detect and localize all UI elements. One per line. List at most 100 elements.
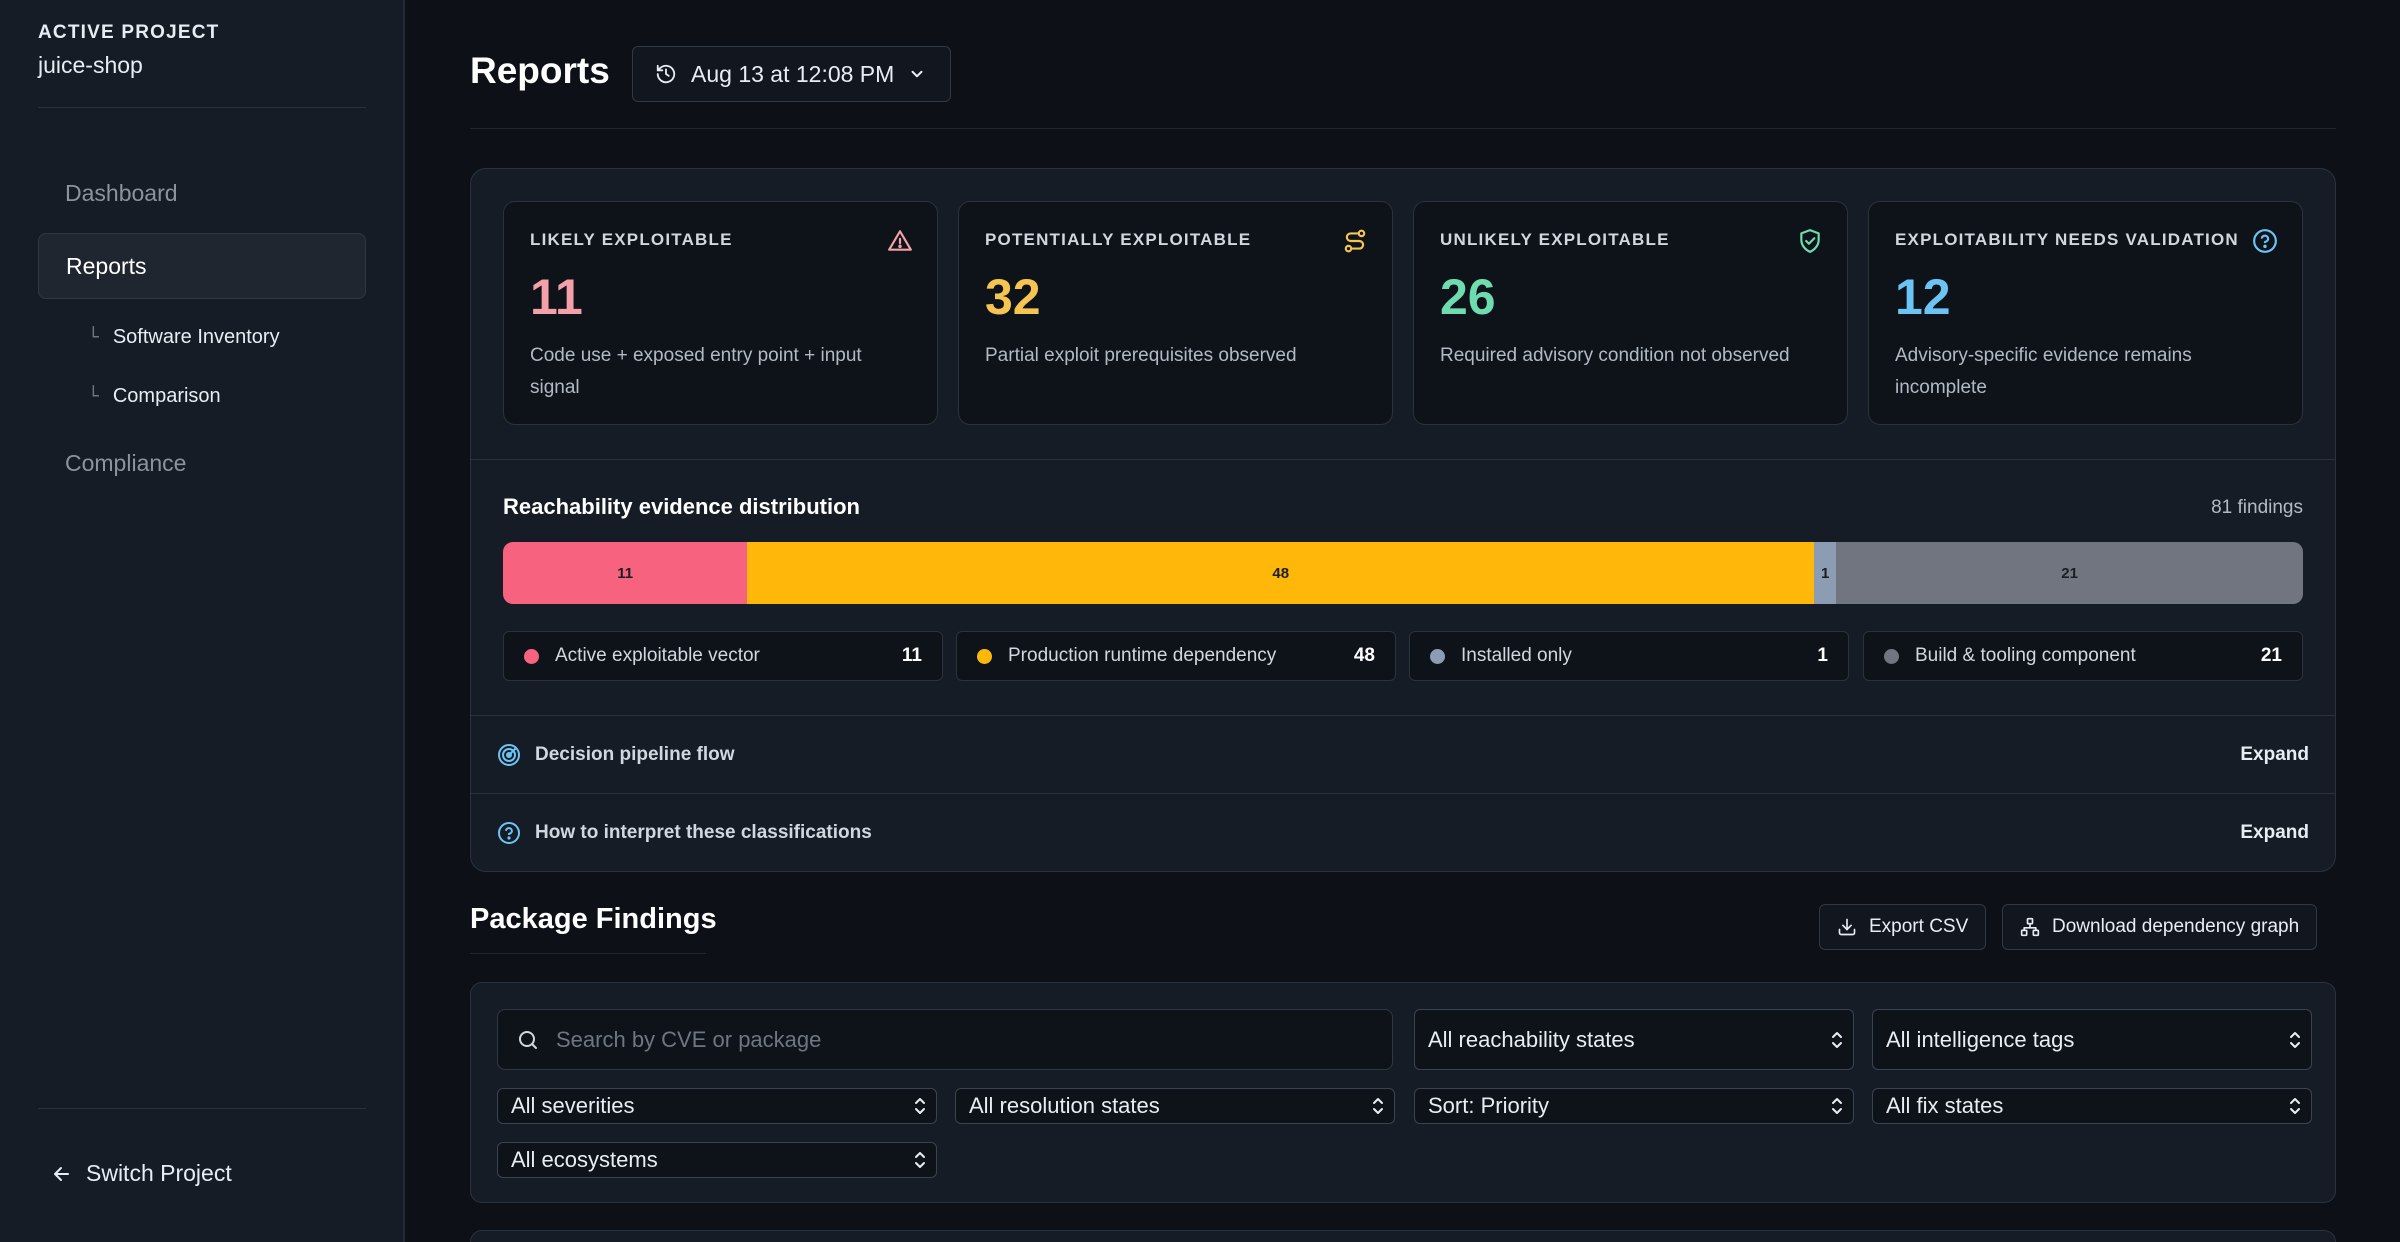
- card-title: LIKELY EXPLOITABLE: [530, 230, 733, 249]
- legend-dot: [977, 648, 992, 664]
- sidebar-item-reports[interactable]: Reports: [38, 233, 366, 299]
- accordion-label: How to interpret these classifications: [535, 821, 872, 843]
- export-csv-button[interactable]: Export CSV: [1819, 904, 1987, 950]
- chevron-updown-icon: [915, 1098, 925, 1114]
- radar-icon: [498, 743, 520, 766]
- sidebar-divider: [38, 1108, 366, 1109]
- findings-count: 81 findings: [2211, 497, 2303, 518]
- legend-count: 48: [1353, 645, 1375, 666]
- snapshot-label: Aug 13 at 12:08 PM: [691, 60, 895, 87]
- card-value: 11: [530, 269, 583, 325]
- card-potentially-exploitable: POTENTIALLY EXPLOITABLE 32 Partial explo…: [958, 201, 1393, 425]
- accordion-label: Decision pipeline flow: [535, 743, 735, 765]
- help-circle-icon: [2253, 229, 2277, 253]
- card-title: POTENTIALLY EXPLOITABLE: [985, 230, 1252, 249]
- sidebar-item-label: Software Inventory: [112, 326, 280, 348]
- select-value: All intelligence tags: [1886, 1026, 2075, 1052]
- legend-item-installed-only[interactable]: Installed only 1: [1409, 631, 1849, 681]
- active-project-label: ACTIVE PROJECT: [38, 22, 220, 43]
- warning-icon: [888, 230, 912, 251]
- chevron-down-icon: [911, 70, 923, 78]
- legend-dot: [1884, 648, 1899, 664]
- legend-label: Production runtime dependency: [1008, 645, 1277, 666]
- intelligence-tags-filter[interactable]: All intelligence tags: [1872, 1009, 2312, 1070]
- distribution-title: Reachability evidence distribution: [503, 494, 860, 519]
- arrow-left-icon: [54, 1166, 69, 1181]
- legend-item-active-exploitable[interactable]: Active exploitable vector 11: [503, 631, 943, 681]
- sidebar-item-compliance[interactable]: Compliance: [65, 449, 187, 476]
- bar-segment-installed-only[interactable]: 1: [1814, 542, 1837, 604]
- card-value: 12: [1895, 269, 1951, 325]
- chevron-updown-icon: [1832, 1098, 1842, 1114]
- card-title: UNLIKELY EXPLOITABLE: [1440, 230, 1670, 249]
- distribution-bar: 11 48 1 21: [503, 542, 2303, 604]
- search-input[interactable]: [556, 1026, 1376, 1053]
- search-icon: [519, 1030, 537, 1049]
- chevron-updown-icon: [2290, 1098, 2300, 1114]
- legend-item-build-tooling[interactable]: Build & tooling component 21: [1863, 631, 2303, 681]
- card-description: Advisory-specific evidence remains incom…: [1895, 345, 2192, 398]
- search-field[interactable]: [497, 1009, 1393, 1070]
- ecosystems-filter[interactable]: All ecosystems: [497, 1142, 937, 1178]
- switch-project-label: Switch Project: [86, 1160, 232, 1186]
- legend-dot: [524, 648, 539, 664]
- legend-label: Installed only: [1461, 645, 1572, 666]
- download-graph-label: Download dependency graph: [2052, 916, 2300, 937]
- project-name: juice-shop: [38, 52, 143, 78]
- help-circle-icon: [498, 821, 520, 844]
- legend-count: 1: [1817, 645, 1828, 666]
- legend-label: Active exploitable vector: [555, 645, 760, 666]
- sidebar-item-dashboard[interactable]: Dashboard: [65, 179, 178, 206]
- sidebar-item-comparison[interactable]: └ Comparison: [88, 385, 221, 408]
- select-value: All resolution states: [969, 1093, 1160, 1118]
- card-needs-validation: EXPLOITABILITY NEEDS VALIDATION 12 Advis…: [1868, 201, 2303, 425]
- section-divider: [471, 793, 2335, 794]
- resolution-states-filter[interactable]: All resolution states: [955, 1088, 1395, 1124]
- severities-filter[interactable]: All severities: [497, 1088, 937, 1124]
- shield-check-icon: [1800, 229, 1820, 253]
- sidebar-divider: [38, 107, 366, 108]
- select-value: All ecosystems: [511, 1147, 658, 1172]
- reachability-filter[interactable]: All reachability states: [1414, 1009, 1854, 1070]
- decision-pipeline-accordion[interactable]: Decision pipeline flow Expand: [471, 716, 2335, 793]
- card-description: Required advisory condition not observed: [1440, 345, 1790, 366]
- legend-item-production-runtime[interactable]: Production runtime dependency 48: [956, 631, 1396, 681]
- switch-project-button[interactable]: Switch Project: [52, 1160, 232, 1187]
- bar-segment-production-runtime[interactable]: 48: [747, 542, 1815, 604]
- findings-table-edge: [470, 1230, 2336, 1242]
- sidebar-item-label: Comparison: [112, 385, 221, 407]
- sort-select[interactable]: Sort: Priority: [1414, 1088, 1854, 1124]
- route-icon: [1344, 229, 1366, 253]
- title-underline: [470, 953, 706, 954]
- package-findings-title: Package Findings: [470, 903, 717, 935]
- legend-label: Build & tooling component: [1915, 645, 2136, 666]
- legend-count: 11: [901, 645, 922, 666]
- expand-button[interactable]: Expand: [2240, 743, 2309, 765]
- legend-count: 21: [2260, 645, 2282, 666]
- bar-segment-build-tooling[interactable]: 21: [1836, 542, 2303, 604]
- card-value: 32: [985, 269, 1041, 325]
- expand-button[interactable]: Expand: [2240, 821, 2309, 843]
- download-icon: [1838, 918, 1856, 936]
- tree-connector: └: [88, 386, 99, 407]
- download-dependency-graph-button[interactable]: Download dependency graph: [2002, 904, 2318, 950]
- fix-states-filter[interactable]: All fix states: [1872, 1088, 2312, 1124]
- card-unlikely-exploitable: UNLIKELY EXPLOITABLE 26 Required advisor…: [1413, 201, 1848, 425]
- chevron-updown-icon: [2290, 1031, 2300, 1048]
- header-divider: [470, 128, 2336, 129]
- bar-segment-active-exploitable[interactable]: 11: [503, 542, 748, 604]
- select-value: Sort: Priority: [1428, 1093, 1550, 1118]
- select-value: All fix states: [1886, 1093, 2004, 1118]
- sidebar-item-software-inventory[interactable]: └ Software Inventory: [88, 326, 280, 349]
- snapshot-selector[interactable]: Aug 13 at 12:08 PM: [632, 46, 951, 102]
- filters-panel: All reachability states All intelligence…: [470, 982, 2336, 1203]
- card-likely-exploitable: LIKELY EXPLOITABLE 11 Code use + exposed…: [503, 201, 938, 425]
- sidebar: ACTIVE PROJECT juice-shop Dashboard Repo…: [0, 0, 405, 1242]
- card-value: 26: [1440, 269, 1496, 325]
- export-csv-label: Export CSV: [1869, 916, 1969, 937]
- page-title: Reports: [470, 50, 610, 91]
- network-icon: [2020, 917, 2040, 937]
- chevron-updown-icon: [915, 1152, 925, 1168]
- history-icon: [656, 64, 676, 84]
- interpret-classifications-accordion[interactable]: How to interpret these classifications E…: [471, 794, 2335, 871]
